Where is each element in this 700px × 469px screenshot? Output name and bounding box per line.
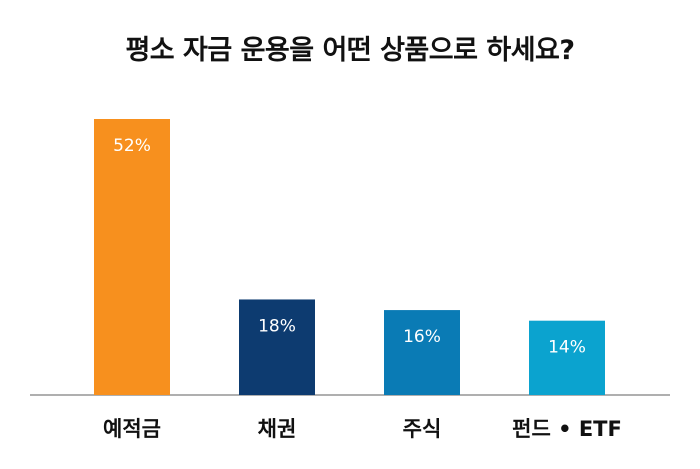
category-label-4: 펀드 • ETF [512,417,622,441]
value-label-3: 16% [403,327,441,347]
value-label-4: 14% [548,338,586,358]
value-label-2: 18% [258,316,296,336]
category-label-1: 예적금 [103,417,161,441]
chart-title: 평소 자금 운용을 어떤 상품으로 하세요? [125,35,575,66]
category-label-2: 채권 [258,417,297,441]
bar-2 [239,299,315,395]
bar-3 [384,310,460,395]
value-label-1: 52% [113,136,151,156]
category-label-3: 주식 [403,417,442,441]
bar-1 [94,119,170,395]
bar-4 [529,320,605,395]
